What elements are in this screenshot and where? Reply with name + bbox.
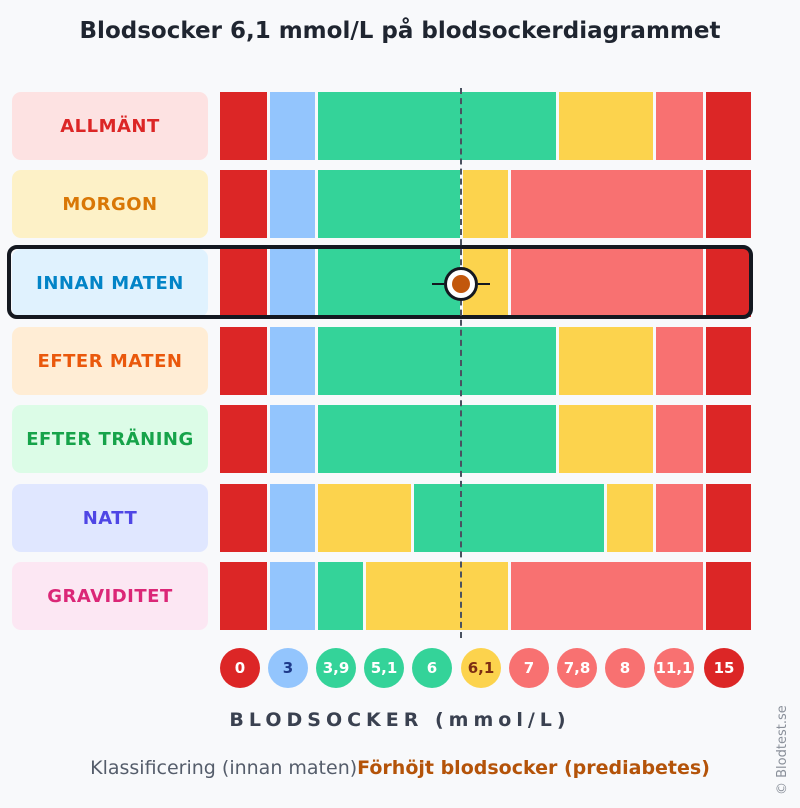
x-tick-label: 11,1 [654, 648, 694, 688]
bar-segment [510, 562, 703, 630]
bar-segment [269, 327, 315, 395]
row-label: EFTER TRÄNING [12, 405, 208, 473]
x-tick-label: 15 [704, 648, 744, 688]
bar-segment [317, 92, 556, 160]
bar-segment [220, 249, 267, 317]
classification-line: Klassificering (innan maten)Förhöjt blod… [0, 757, 800, 779]
bar-segment [269, 405, 315, 473]
bar-segment [655, 484, 703, 552]
bar-segment [655, 92, 703, 160]
current-value-marker-dot [452, 275, 470, 293]
bar-segment [558, 92, 653, 160]
bar-segment [705, 327, 751, 395]
highlighted-row-frame [7, 245, 753, 319]
bar-segment [317, 170, 460, 238]
bar-segment [317, 327, 556, 395]
x-tick-label: 7,8 [557, 648, 597, 688]
bar-segment [558, 405, 653, 473]
bar-segment [705, 405, 751, 473]
bar-segment [558, 327, 653, 395]
bar-segment [220, 327, 267, 395]
chart-title: Blodsocker 6,1 mmol/L på blodsockerdiagr… [79, 18, 721, 44]
bar-segment [269, 170, 315, 238]
bar-segment [269, 249, 315, 317]
x-tick-label: 6,1 [461, 648, 501, 688]
bar-segment [510, 170, 703, 238]
current-value-line [460, 88, 462, 638]
bar-segment [705, 249, 751, 317]
x-tick-label: 3 [268, 648, 308, 688]
classification-prefix: Klassificering (innan maten) [90, 757, 358, 779]
bar-segment [606, 484, 653, 552]
bar-segment [220, 92, 267, 160]
bar-segment [317, 562, 363, 630]
row-label: ALLMÄNT [12, 92, 208, 160]
bar-segment [655, 327, 703, 395]
bar-segment [317, 405, 556, 473]
x-tick-label: 3,9 [316, 648, 356, 688]
bar-segment [220, 170, 267, 238]
row-label: INNAN MATEN [12, 249, 208, 317]
marker-tick-right [478, 283, 490, 285]
row-label: NATT [12, 484, 208, 552]
x-axis-label: BLODSOCKER (mmol/L) [229, 709, 571, 731]
bar-segment [655, 405, 703, 473]
bar-segment [317, 484, 411, 552]
bar-segment [220, 405, 267, 473]
x-tick-label: 0 [220, 648, 260, 688]
bar-segment [413, 484, 604, 552]
bar-segment [220, 562, 267, 630]
row-label: GRAVIDITET [12, 562, 208, 630]
bar-segment [269, 562, 315, 630]
bar-segment [705, 170, 751, 238]
x-tick-label: 5,1 [364, 648, 404, 688]
x-tick-label: 8 [605, 648, 645, 688]
x-tick-label: 6 [412, 648, 452, 688]
bar-segment [510, 249, 703, 317]
classification-value: Förhöjt blodsocker (prediabetes) [357, 757, 710, 779]
marker-tick-left [432, 283, 444, 285]
bar-segment [705, 92, 751, 160]
copyright-notice: © Blodtest.se [775, 705, 790, 795]
x-tick-label: 7 [509, 648, 549, 688]
bar-segment [462, 170, 508, 238]
bar-segment [705, 562, 751, 630]
bar-segment [269, 484, 315, 552]
bar-segment [365, 562, 508, 630]
bar-segment [269, 92, 315, 160]
row-label: EFTER MATEN [12, 327, 208, 395]
bar-segment [220, 484, 267, 552]
row-label: MORGON [12, 170, 208, 238]
bar-segment [705, 484, 751, 552]
